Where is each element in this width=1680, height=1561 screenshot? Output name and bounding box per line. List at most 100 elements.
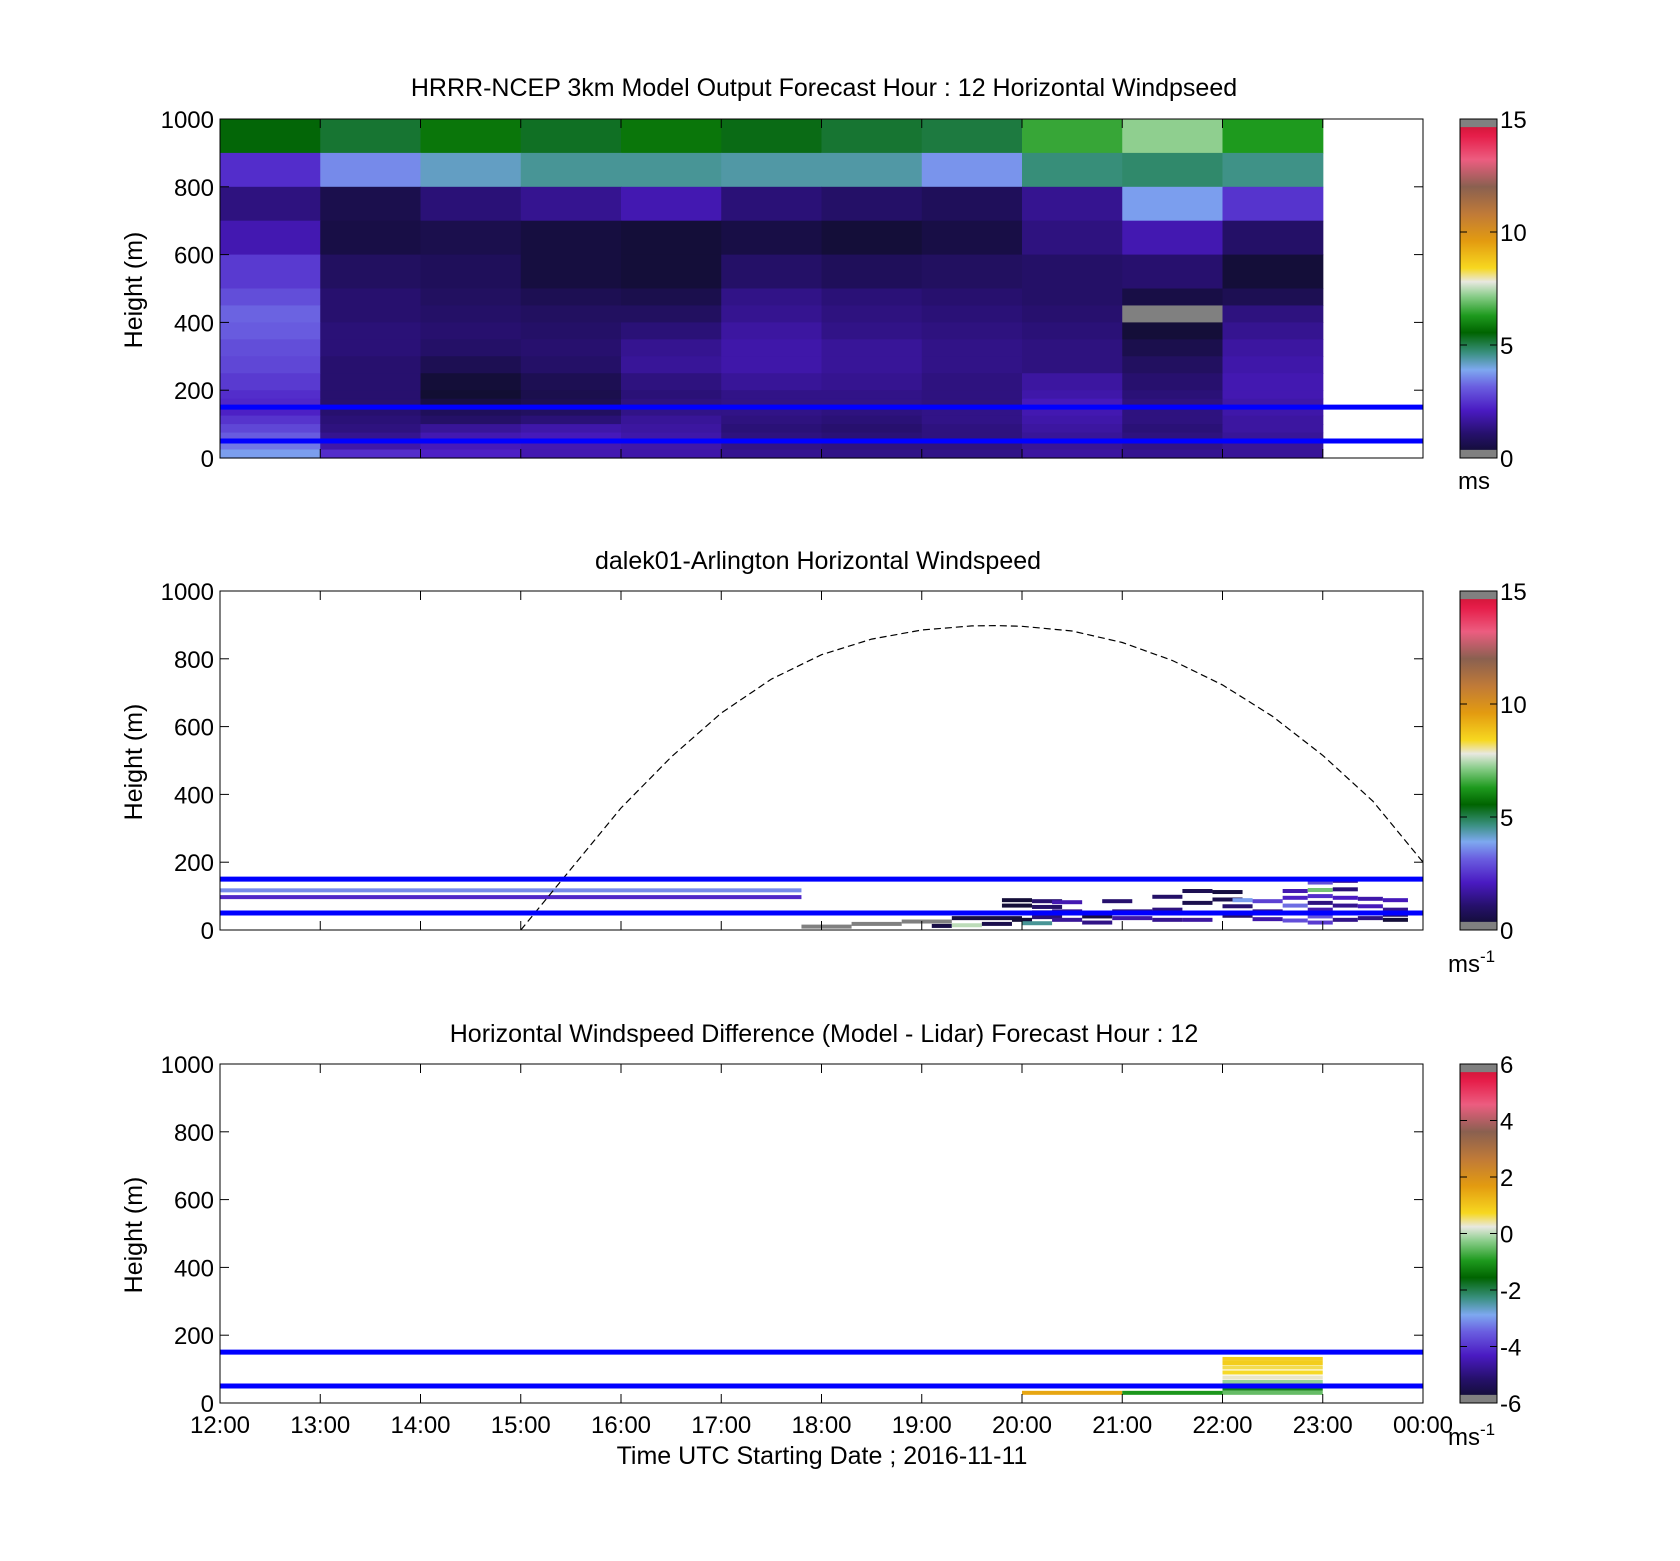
- model-cell: [1022, 186, 1123, 222]
- model-cell: [721, 254, 823, 290]
- model-heatmap: [220, 119, 1324, 459]
- model-cell: [320, 407, 422, 417]
- model-cell: [320, 432, 422, 442]
- lidar-sample: [1332, 887, 1358, 892]
- model-cell: [320, 220, 422, 256]
- lidar-ticks: 0 200 400 600 800 1000: [161, 579, 1424, 945]
- difference-sample: [1122, 1390, 1223, 1395]
- model-cell: [420, 415, 522, 425]
- model-cell: [921, 305, 1023, 323]
- lidar-sample: [1357, 904, 1383, 909]
- model-cell: [220, 373, 321, 391]
- y-tick-label: 600: [174, 715, 214, 742]
- y-tick-label: 800: [174, 647, 214, 674]
- x-tick-label: 14:00: [390, 1412, 450, 1439]
- model-cell: [220, 390, 321, 400]
- panel-model-ylabel: Height (m): [120, 232, 148, 349]
- lidar-sample: [1332, 895, 1358, 900]
- model-cell: [1022, 220, 1123, 256]
- model-cell: [220, 186, 321, 222]
- model-cell: [520, 424, 622, 434]
- model-cell: [921, 415, 1023, 425]
- model-colorbar-unit: ms: [1458, 468, 1490, 495]
- lidar-sample: [1152, 917, 1183, 922]
- model-cell: [621, 119, 722, 154]
- model-cell: [1022, 119, 1123, 154]
- model-cell: [1222, 415, 1324, 425]
- colorbar-tick-label: 10: [1500, 220, 1527, 247]
- model-cell: [1122, 407, 1224, 417]
- lidar-sample: [1102, 899, 1133, 904]
- model-cell: [721, 415, 823, 425]
- lidar-dashed-curve: [520, 624, 1424, 931]
- panel-model: HRRR-NCEP 3km Model Output Forecast Hour…: [120, 74, 1527, 495]
- lidar-sample: [1212, 890, 1243, 895]
- y-tick-label: 200: [174, 1323, 214, 1350]
- lidar-sample: [1307, 900, 1333, 905]
- model-cell: [1022, 424, 1123, 434]
- model-cell: [420, 432, 522, 442]
- y-tick-label: 400: [174, 1255, 214, 1282]
- model-cell: [320, 288, 422, 307]
- y-tick-label: 0: [201, 446, 214, 473]
- model-cell: [520, 220, 622, 256]
- model-cell: [220, 441, 321, 451]
- y-tick-label: 1000: [161, 107, 214, 134]
- model-cell: [821, 390, 923, 400]
- colorbar-tick-label: -2: [1500, 1278, 1521, 1305]
- y-tick-label: 800: [174, 175, 214, 202]
- difference-colorbar-unit-sup: -1: [1480, 1420, 1495, 1439]
- model-cell: [220, 339, 321, 357]
- lidar-sample: [1082, 920, 1113, 925]
- x-tick-label: 22:00: [1192, 1412, 1252, 1439]
- model-cell: [520, 373, 622, 391]
- model-cell: [621, 288, 722, 307]
- model-cell: [721, 305, 823, 323]
- colorbar-tick-label: -6: [1500, 1391, 1521, 1418]
- model-cell: [1122, 449, 1224, 459]
- y-tick-label: 400: [174, 310, 214, 337]
- model-cell: [1222, 322, 1324, 340]
- colorbar-under-cap: [1460, 921, 1497, 930]
- model-cell: [821, 398, 923, 408]
- model-cell: [821, 152, 923, 188]
- lidar-sample: [851, 921, 902, 926]
- x-tick-label: 23:00: [1293, 1412, 1353, 1439]
- model-cell: [721, 186, 823, 222]
- model-cell: [420, 220, 522, 256]
- model-cell: [220, 432, 321, 442]
- y-tick-label: 200: [174, 850, 214, 877]
- colorbar-tick-label: -4: [1500, 1335, 1521, 1362]
- model-cell: [1222, 119, 1324, 154]
- colorbar-over-cap: [1460, 591, 1497, 600]
- difference-sample: [1222, 1356, 1323, 1361]
- lidar-sample: [1222, 913, 1253, 918]
- model-cell: [1022, 441, 1123, 451]
- colorbar-tick-label: 10: [1500, 692, 1527, 719]
- model-cell: [320, 254, 422, 290]
- difference-sample: [1222, 1360, 1323, 1365]
- model-cell: [1122, 373, 1224, 391]
- model-cell: [320, 441, 422, 451]
- model-cell: [420, 356, 522, 374]
- model-cell: [1222, 432, 1324, 442]
- model-cell: [821, 415, 923, 425]
- lidar-colorbar-unit-base: ms: [1448, 951, 1480, 978]
- lidar-sample: [1032, 899, 1063, 904]
- difference-ticks: 0 200 400 600 800 1000: [161, 1052, 1424, 1418]
- model-cell: [621, 220, 722, 256]
- model-cell: [821, 339, 923, 357]
- x-tick-label: 16:00: [591, 1412, 651, 1439]
- colorbar-tick-label: 6: [1500, 1052, 1513, 1079]
- model-cell: [921, 119, 1023, 154]
- model-cell: [921, 186, 1023, 222]
- lidar-reference-lines: [220, 876, 1423, 916]
- model-cell: [420, 186, 522, 222]
- model-cell: [821, 305, 923, 323]
- model-cell: [420, 373, 522, 391]
- model-cell: [821, 288, 923, 307]
- model-cell: [520, 119, 622, 154]
- model-ticks: 0 200 400 600 800 1000: [161, 107, 1424, 473]
- lidar-sample: [1032, 904, 1063, 909]
